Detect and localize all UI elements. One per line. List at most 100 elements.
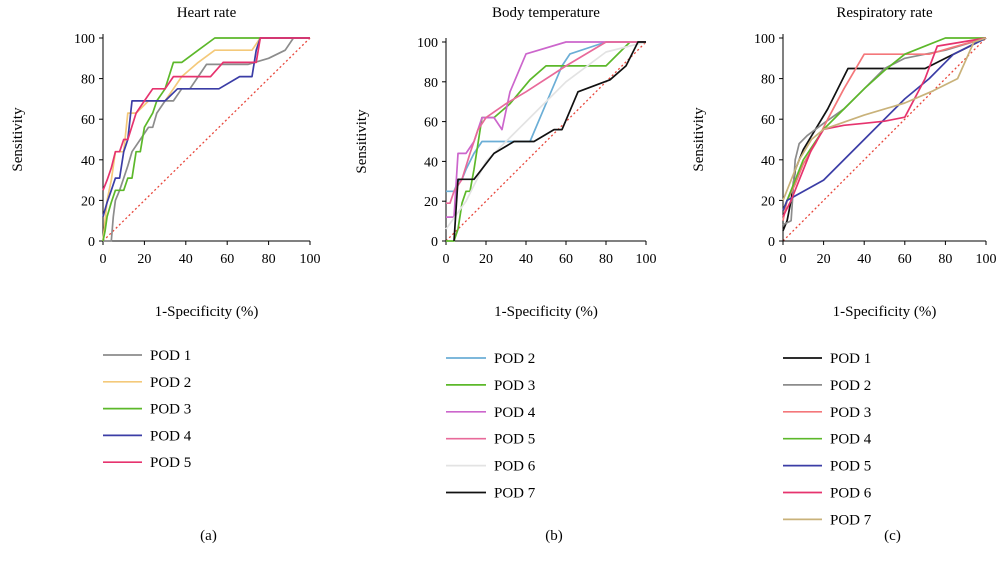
reference-diagonal-line (445, 41, 647, 242)
legend-item: POD 6 (783, 486, 872, 502)
panel-label: (c) (884, 528, 901, 544)
y-tick-label: 80 (761, 73, 775, 88)
x-tick-label: 80 (262, 252, 276, 267)
x-tick-label: 60 (898, 252, 912, 267)
legend-label: POD 6 (830, 486, 872, 502)
series-line-pod-2 (782, 37, 987, 226)
legend-label: POD 2 (150, 375, 191, 391)
chart-panel-2: Body temperature Sensitivity 1-Specificity… (354, 5, 657, 544)
legend-label: POD 2 (494, 351, 535, 367)
reference-diagonal-line (102, 37, 311, 242)
series-line-pod-5 (782, 37, 987, 211)
x-tick-label: 80 (938, 252, 952, 267)
series-line-pod-1 (103, 37, 310, 242)
y-tick-label: 20 (761, 194, 775, 209)
series-line-pod-4 (102, 37, 310, 217)
y-tick-label: 20 (424, 195, 438, 210)
chart-title: Heart rate (177, 5, 237, 21)
y-axis-label: Sensitivity (691, 107, 707, 172)
legend: POD 1 POD 2 POD 3 POD 4 POD 5 (103, 348, 192, 471)
x-tick-label: 40 (857, 252, 871, 267)
legend-label: POD 2 (830, 378, 871, 394)
x-axis-label: 1-Specificity (%) (494, 304, 598, 320)
x-axis-label: 1-Specificity (%) (155, 304, 259, 320)
y-axis-label: Sensitivity (354, 109, 370, 174)
y-tick-label: 0 (431, 235, 438, 250)
x-tick-label: 0 (100, 252, 107, 267)
series-line-pod-5 (446, 41, 646, 205)
legend-label: POD 5 (494, 432, 535, 448)
series-line-pod-5 (102, 37, 310, 191)
legend-label: POD 3 (150, 402, 191, 418)
legend-item: POD 3 (446, 378, 535, 394)
y-tick-label: 60 (424, 116, 438, 131)
x-tick-label: 20 (137, 252, 151, 267)
y-tick-label: 100 (74, 32, 95, 47)
legend-label: POD 4 (494, 405, 536, 421)
legend: POD 2 POD 3 POD 4 POD 5 POD 6 POD 7 (446, 351, 536, 502)
chart-title: Body temperature (492, 5, 600, 21)
y-tick-label: 20 (81, 194, 95, 209)
legend-label: POD 5 (830, 459, 871, 475)
legend-label: POD 4 (150, 428, 192, 444)
panel-label: (a) (200, 528, 217, 544)
legend-item: POD 5 (783, 459, 871, 475)
legend-label: POD 3 (494, 378, 535, 394)
legend-item: POD 7 (446, 486, 536, 502)
series-line-pod-7 (782, 37, 987, 201)
legend-item: POD 3 (783, 405, 871, 421)
x-tick-label: 0 (443, 252, 450, 267)
legend-label: POD 4 (830, 432, 872, 448)
y-tick-label: 60 (761, 113, 775, 128)
chart-title: Respiratory rate (836, 5, 933, 21)
x-tick-label: 20 (479, 252, 493, 267)
legend-item: POD 4 (103, 428, 192, 444)
legend-item: POD 7 (783, 512, 872, 528)
legend-item: POD 1 (103, 348, 191, 364)
series-line-pod-6 (445, 41, 647, 230)
legend-item: POD 4 (446, 405, 536, 421)
series-line-pod-7 (453, 41, 646, 242)
legend-item: POD 5 (103, 455, 191, 471)
legend-item: POD 6 (446, 459, 536, 475)
legend-label: POD 3 (830, 405, 871, 421)
legend-item: POD 3 (103, 402, 191, 418)
legend-item: POD 1 (783, 351, 871, 367)
series-line-pod-4 (782, 37, 986, 211)
y-tick-label: 60 (81, 113, 95, 128)
legend-label: POD 1 (150, 348, 191, 364)
series-line-pod-3 (102, 37, 310, 242)
series-line-pod-6 (782, 37, 987, 217)
y-tick-label: 80 (424, 76, 438, 91)
y-tick-label: 100 (754, 32, 775, 47)
legend-item: POD 2 (446, 351, 535, 367)
legend-label: POD 6 (494, 459, 536, 475)
y-tick-label: 80 (81, 73, 95, 88)
reference-diagonal-line (782, 37, 987, 242)
legend-item: POD 4 (783, 432, 872, 448)
x-tick-label: 100 (976, 252, 997, 267)
x-tick-label: 40 (179, 252, 193, 267)
chart-panel-1: Heart rate Sensitivity 1-Specificity (%) 0 2… (10, 5, 321, 544)
y-tick-label: 0 (768, 235, 775, 250)
legend: POD 1 POD 2 POD 3 POD 4 POD 5 POD 6 POD 7 (783, 351, 872, 528)
x-tick-label: 20 (817, 252, 831, 267)
legend-item: POD 2 (103, 375, 191, 391)
y-tick-label: 40 (81, 154, 95, 169)
y-tick-label: 0 (88, 235, 95, 250)
panel-label: (b) (545, 528, 563, 544)
legend-label: POD 7 (830, 512, 872, 528)
x-tick-label: 80 (599, 252, 613, 267)
legend-label: POD 5 (150, 455, 191, 471)
series-line-pod-3 (782, 37, 987, 221)
series-line-pod-4 (446, 41, 646, 218)
x-tick-label: 40 (519, 252, 533, 267)
x-tick-label: 100 (300, 252, 321, 267)
legend-label: POD 1 (830, 351, 871, 367)
y-tick-label: 40 (761, 154, 775, 169)
x-tick-label: 60 (220, 252, 234, 267)
series-line-pod-2 (446, 41, 646, 193)
x-tick-label: 0 (780, 252, 787, 267)
chart-panel-3: Respiratory rate Sensitivity 1-Specificity… (691, 5, 997, 544)
